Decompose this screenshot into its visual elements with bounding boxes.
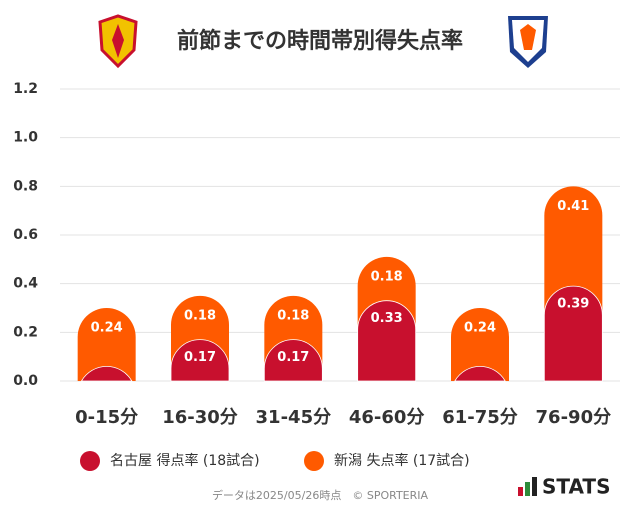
x-tick-label: 0-15分 <box>75 407 138 428</box>
bar-segment <box>170 339 230 382</box>
chart-title: 前節までの時間帯別得失点率 <box>177 28 463 54</box>
data-label: 0.17 <box>277 350 309 365</box>
away-logo <box>508 16 548 68</box>
y-tick-label: 0.6 <box>13 227 38 243</box>
data-label: 0.39 <box>557 297 589 312</box>
home-logo <box>98 14 138 69</box>
y-tick-label: 1.0 <box>13 130 38 146</box>
x-tick-label: 46-60分 <box>349 407 425 428</box>
y-tick-label: 0.0 <box>13 373 38 389</box>
data-label: 0.18 <box>277 308 309 323</box>
y-tick-label: 0.4 <box>13 276 38 292</box>
legend-label: 名古屋 得点率 (18試合) <box>110 452 260 469</box>
brand-logo: STATS <box>518 475 610 499</box>
data-label: 0.24 <box>464 321 496 336</box>
data-label: 0.17 <box>184 350 216 365</box>
legend: 名古屋 得点率 (18試合) 新潟 失点率 (17試合) <box>80 451 470 471</box>
data-label: 0.24 <box>91 321 123 336</box>
bar-segment <box>357 300 417 382</box>
data-label: 0.41 <box>557 199 589 214</box>
legend-swatch <box>304 451 324 471</box>
bar-segment <box>454 366 506 382</box>
footer: データは2025/05/26時点 © SPORTERIA <box>212 488 429 502</box>
x-tick-label: 16-30分 <box>162 407 238 428</box>
x-tick-label: 31-45分 <box>256 407 332 428</box>
brand: STATS <box>542 475 610 499</box>
bar-segment <box>80 366 133 382</box>
y-tick-label: 0.8 <box>13 178 38 194</box>
x-tick-label: 61-75分 <box>442 407 518 428</box>
x-tick-label: 76-90分 <box>536 407 612 428</box>
y-tick-label: 0.2 <box>13 324 38 340</box>
bar-segment <box>77 308 136 381</box>
data-label: 0.33 <box>371 311 403 326</box>
legend-label: 新潟 失点率 (17試合) <box>334 452 470 469</box>
y-tick-label: 1.2 <box>13 81 38 97</box>
bar-segment <box>263 339 323 382</box>
bar-segment <box>451 308 509 381</box>
legend-swatch <box>80 451 100 471</box>
data-label: 0.18 <box>184 308 216 323</box>
data-label: 0.18 <box>371 269 403 284</box>
bar-segment <box>543 285 603 382</box>
